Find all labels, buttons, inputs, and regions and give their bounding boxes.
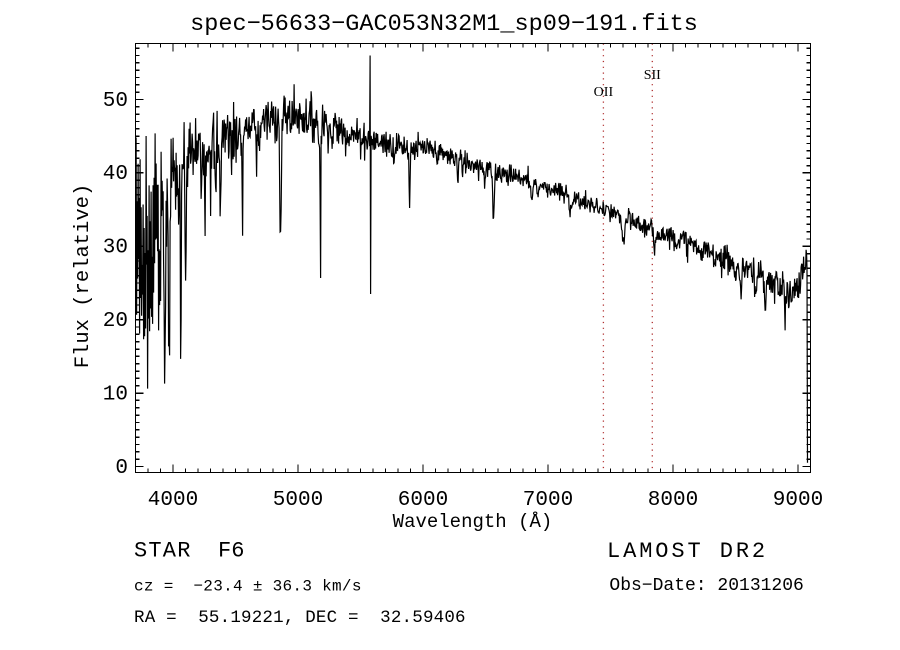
svg-text:cz = −23.4 ± 36.3 km/s: cz = −23.4 ± 36.3 km/s: [134, 578, 362, 596]
svg-text:Wavelength (Å): Wavelength (Å): [393, 511, 553, 533]
svg-text:8000: 8000: [648, 489, 698, 512]
svg-text:0: 0: [115, 457, 128, 480]
svg-text:40: 40: [103, 163, 128, 186]
svg-text:5000: 5000: [273, 489, 323, 512]
svg-text:LAMOST DR2: LAMOST DR2: [607, 539, 768, 564]
svg-text:30: 30: [103, 237, 128, 260]
svg-text:6000: 6000: [398, 489, 448, 512]
svg-text:F6: F6: [218, 539, 244, 564]
svg-text:7000: 7000: [523, 489, 573, 512]
svg-text:9000: 9000: [773, 489, 823, 512]
svg-text:50: 50: [103, 90, 128, 113]
svg-text:STAR: STAR: [134, 539, 192, 564]
svg-text:Obs−Date: 20131206: Obs−Date: 20131206: [609, 576, 803, 596]
svg-text:20: 20: [103, 310, 128, 333]
svg-text:spec−56633−GAC053N32M1_sp09−19: spec−56633−GAC053N32M1_sp09−191.fits: [190, 11, 698, 38]
svg-text:Flux (relative): Flux (relative): [72, 184, 95, 369]
svg-text:SII: SII: [644, 68, 661, 83]
svg-text:4000: 4000: [148, 489, 198, 512]
svg-text:RA = 55.19221, DEC = 32.5940: RA = 55.19221, DEC = 32.59406: [134, 608, 466, 628]
svg-text:10: 10: [103, 383, 128, 406]
svg-text:OII: OII: [594, 85, 614, 100]
